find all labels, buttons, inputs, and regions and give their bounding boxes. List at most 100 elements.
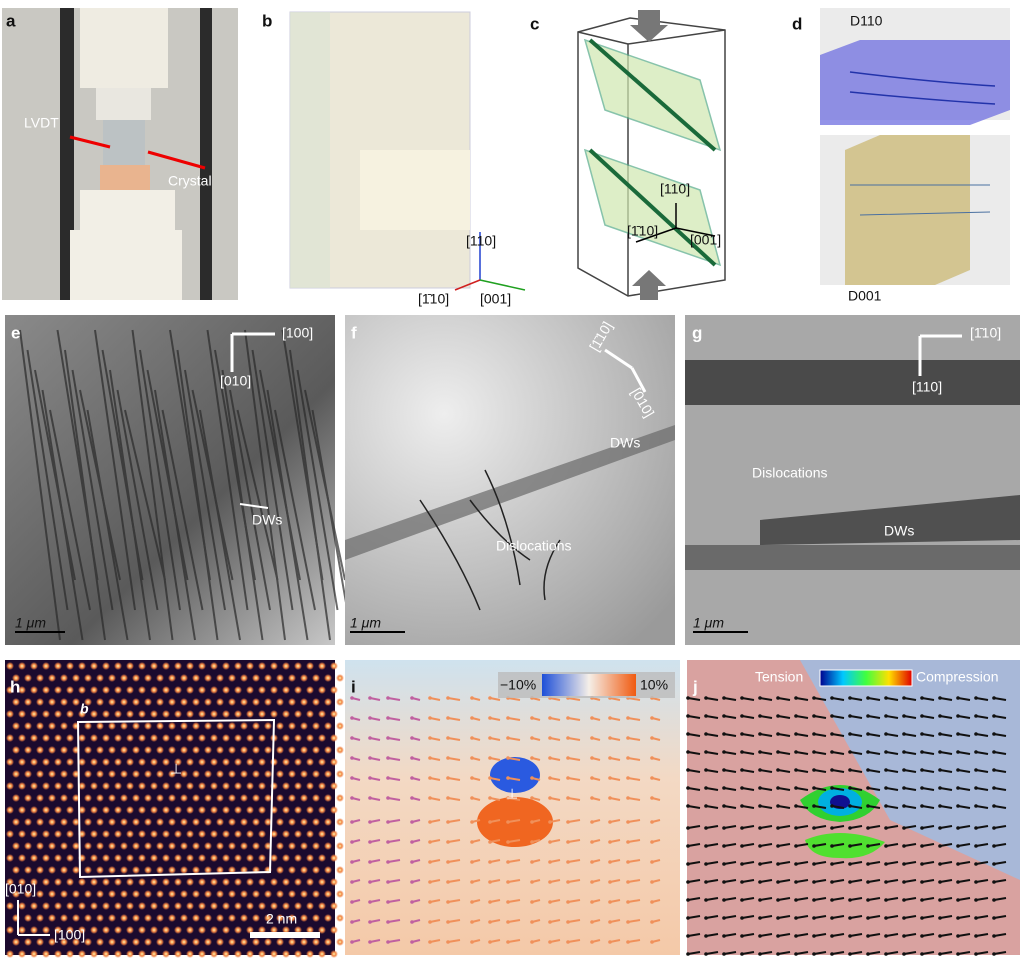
arrow [885,751,899,755]
arrow [759,861,773,865]
atom [210,830,218,838]
arrow [831,861,845,865]
atom [54,806,62,814]
arrow-head [920,898,924,902]
arrow [759,897,773,901]
arrow [567,797,581,801]
atom [78,710,86,718]
atom [300,746,308,754]
arrow [939,951,953,955]
domain-stripe [266,389,309,641]
arrow-head [446,900,450,904]
atom [126,662,134,670]
atom [300,890,308,898]
atom [144,938,152,946]
arrow-head [590,920,594,924]
atom [180,890,188,898]
arrow-head [488,696,492,700]
arrow-head [920,826,924,830]
atom [210,662,218,670]
arrow-head [758,696,762,700]
arrow-head [794,916,798,920]
atom [204,794,212,802]
arrow [723,933,737,937]
arrow-head [758,862,762,866]
atom [186,686,194,694]
arrow [939,787,953,791]
atom [42,710,50,718]
atom [234,878,242,886]
arrow-head [650,776,654,780]
arrow [903,733,917,737]
arrow-head [956,714,960,718]
arrow-head [386,756,390,760]
arrow [975,915,989,919]
arrow [627,777,641,781]
atom [282,806,290,814]
atom [216,746,224,754]
atom [252,842,260,850]
arrow-head [794,714,798,718]
atom [54,854,62,862]
atom [330,806,338,814]
arrow-head [722,880,726,884]
atom [336,746,344,754]
arrow [723,769,737,773]
arrow-head [920,786,924,790]
arrow-head [386,880,390,884]
panel-a [2,8,238,300]
arrow-head [740,880,744,884]
atom [330,734,338,742]
atom [336,770,344,778]
arrow-head [590,820,594,824]
atom [252,890,260,898]
atom [186,782,194,790]
atom [78,782,86,790]
arrow-head [974,952,978,956]
arrow-head [776,952,780,956]
atom [90,902,98,910]
arrow [627,939,641,943]
arrow [387,939,401,943]
arrow-head [902,786,906,790]
scale-label: 1 μm [350,615,381,631]
atom [228,722,236,730]
arrow [849,825,863,829]
label: DWs [252,512,282,528]
scale-label: 2 nm [266,911,297,927]
arrow-head [830,862,834,866]
atom [270,686,278,694]
domain-stripe [236,409,279,581]
atom [162,782,170,790]
arrow [903,769,917,773]
arrow-head [992,934,996,938]
arrow-head [992,844,996,848]
arrow-head [350,736,354,740]
atom [84,722,92,730]
arrow-head [812,696,816,700]
atom [48,674,56,682]
arrow-head [848,934,852,938]
atom [54,758,62,766]
atom [324,746,332,754]
atom [126,710,134,718]
atom [168,866,176,874]
atom [258,782,266,790]
atom [324,794,332,802]
panel-label: h [10,677,20,696]
atom [126,902,134,910]
atom [96,938,104,946]
arrow [957,733,971,737]
atom [336,698,344,706]
arrow-head [812,880,816,884]
arrow-head [992,732,996,736]
atom [306,950,314,958]
arrow [885,697,899,701]
arrow-head [386,920,390,924]
arrow-head [722,934,726,938]
arrow [723,915,737,919]
atom [204,722,212,730]
arrow-head [848,952,852,956]
atom [174,830,182,838]
arrow [975,697,989,701]
